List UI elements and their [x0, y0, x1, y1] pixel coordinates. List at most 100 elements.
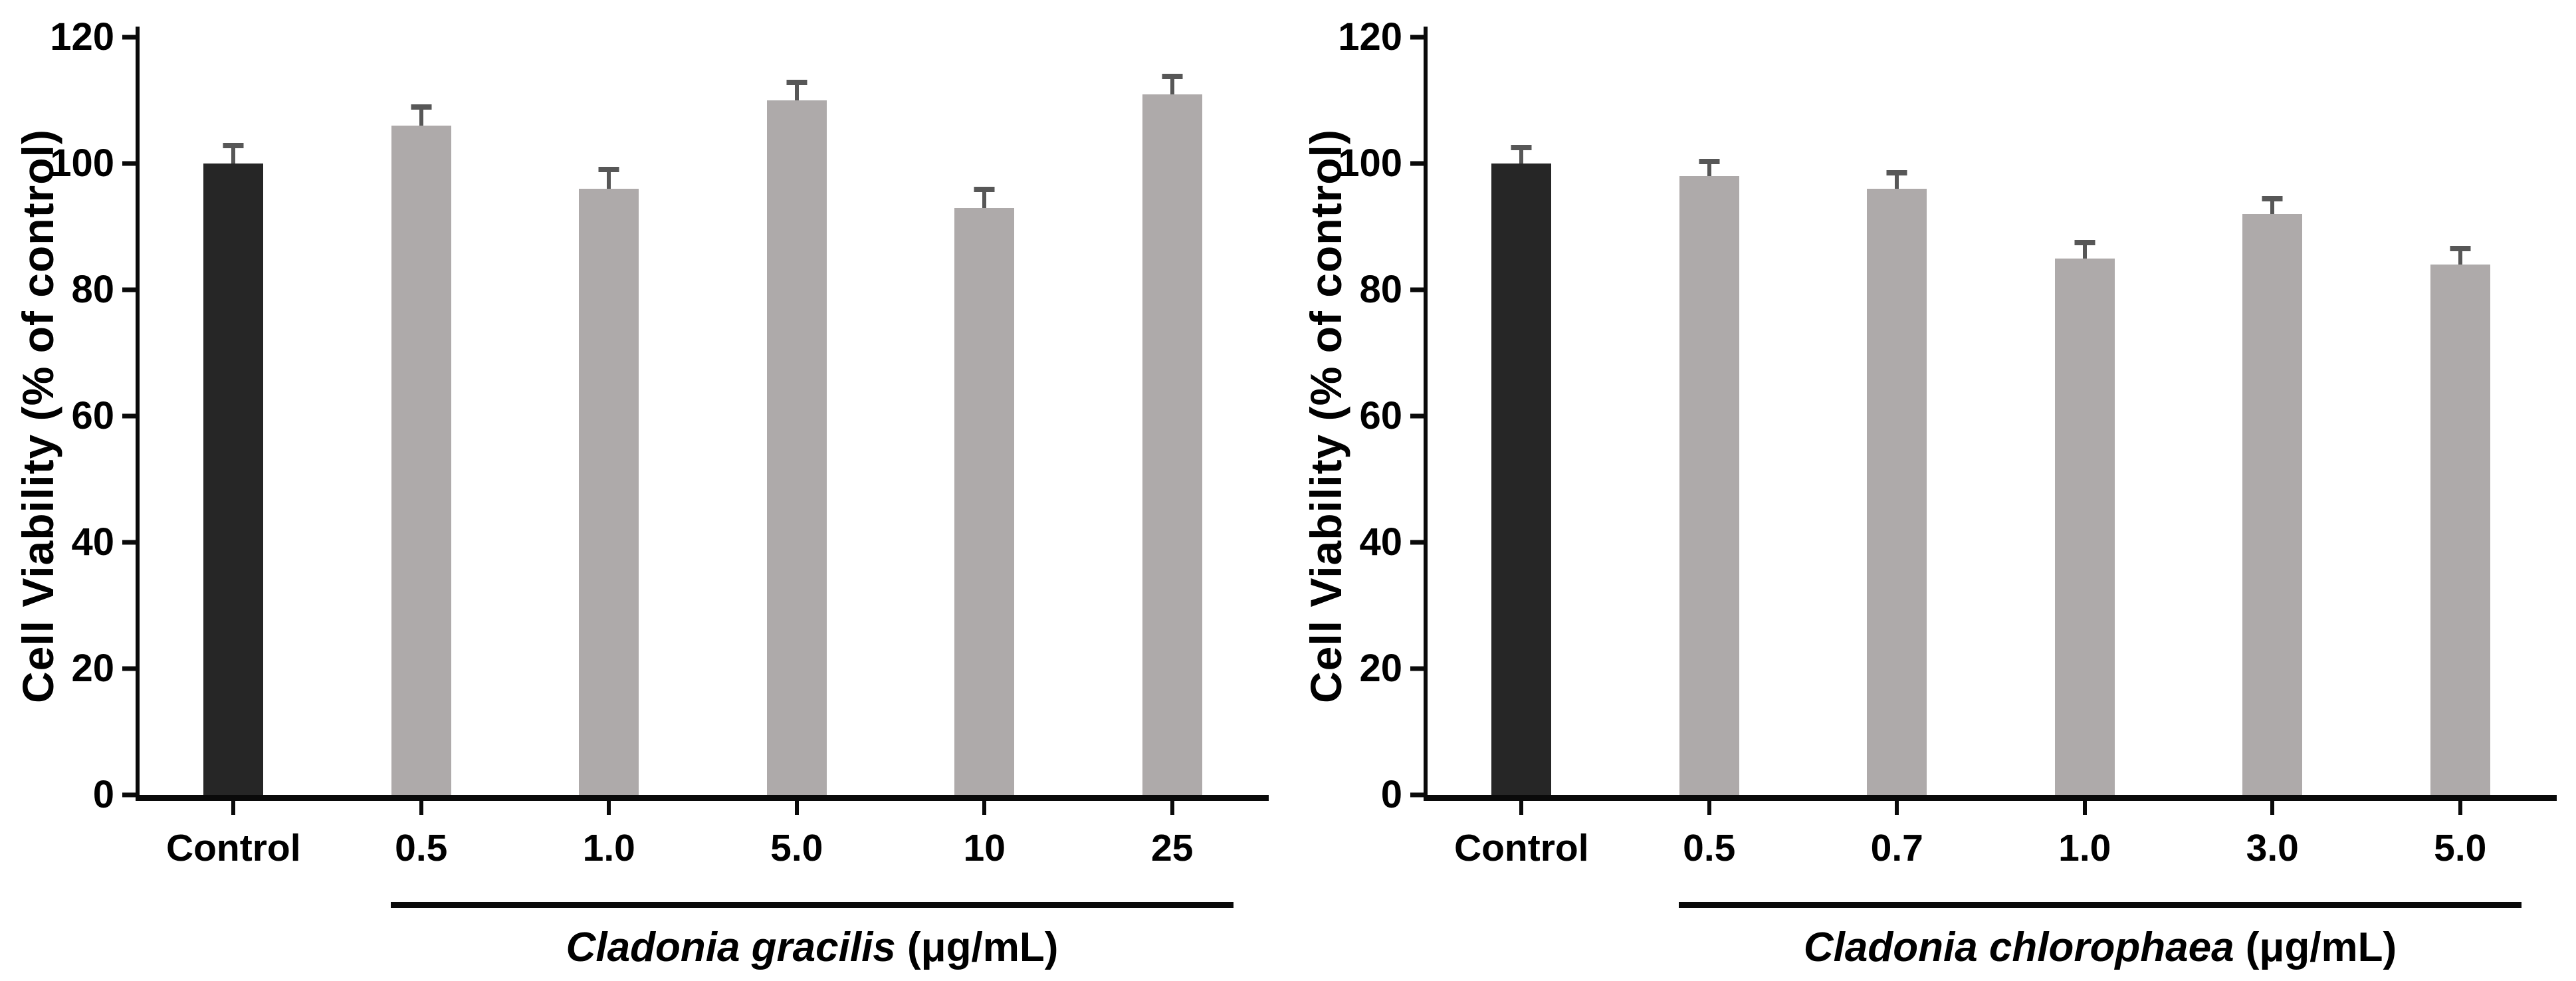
error-bar-cap — [1886, 170, 1907, 176]
bar-slots: Control 0.5 1.0 5.0 10 25 — [140, 37, 1267, 867]
x-tick — [1170, 801, 1174, 815]
y-tick — [122, 35, 136, 40]
y-tick-label: 80 — [71, 268, 114, 311]
category-slot-control: Control — [1428, 37, 1616, 867]
y-tick — [1410, 161, 1424, 166]
y-tick — [122, 161, 136, 166]
category-slot-25: 25 — [1079, 37, 1267, 867]
category-slot-5.0: 5.0 — [2367, 37, 2555, 867]
error-bar-cap — [974, 187, 995, 193]
error-bar — [786, 79, 807, 100]
error-bar — [598, 166, 619, 189]
error-bar-cap — [223, 142, 244, 148]
x-tick-label: 25 — [1151, 827, 1194, 869]
x-tick — [2270, 801, 2275, 815]
bar-0.5 — [391, 126, 451, 795]
x-tick-label: 3.0 — [2246, 827, 2299, 869]
x-tick — [1707, 801, 1711, 815]
error-bar — [223, 142, 244, 164]
y-tick-label: 100 — [1338, 142, 1402, 185]
x-tick — [607, 801, 611, 815]
y-axis-line — [1424, 27, 1428, 798]
x-tick-label: 1.0 — [582, 827, 635, 869]
error-bar-cap — [598, 166, 619, 172]
y-tick-label: 60 — [1359, 394, 1402, 437]
bar-25 — [1142, 94, 1202, 795]
x-tick-label: 1.0 — [2058, 827, 2111, 869]
category-slot-0.5: 0.5 — [1616, 37, 1804, 867]
y-tick — [122, 287, 136, 292]
y-tick — [122, 540, 136, 545]
x-tick — [982, 801, 987, 815]
plot-area: Control 0.5 1.0 5.0 10 25 0 20 40 60 80 100 120 — [50, 18, 1269, 867]
y-tick-label: 60 — [71, 394, 114, 437]
y-tick-label: 120 — [50, 15, 114, 58]
x-axis-title: Cladonia gracilis (μg/mL) — [391, 925, 1234, 970]
x-tick — [2458, 801, 2462, 815]
category-slot-10: 10 — [891, 37, 1079, 867]
error-bar — [2262, 196, 2283, 214]
species-name: Cladonia gracilis — [566, 925, 896, 970]
bar-3.0 — [2242, 214, 2303, 795]
y-tick — [1410, 540, 1424, 545]
x-tick — [419, 801, 423, 815]
units-label: (μg/mL) — [2245, 925, 2397, 970]
y-tick — [122, 666, 136, 671]
error-bar — [974, 187, 995, 208]
error-bar-cap — [786, 79, 807, 85]
x-tick-label: 0.5 — [1683, 827, 1736, 869]
x-axis-line — [1424, 795, 2557, 801]
x-tick-label: 10 — [963, 827, 1006, 869]
error-bar-cap — [1699, 159, 1720, 165]
error-bar — [1699, 159, 1720, 176]
bar-5.0 — [2430, 265, 2490, 795]
x-tick-label: Control — [1453, 827, 1589, 869]
y-tick-label: 80 — [1359, 268, 1402, 311]
category-slot-control: Control — [140, 37, 328, 867]
category-slot-0.7: 0.7 — [1803, 37, 1991, 867]
error-bar-cap — [2450, 245, 2471, 251]
error-bar-cap — [2074, 239, 2095, 245]
chart-panel-gracilis: Cell Viability (% of control) Control 0.5… — [13, 18, 1269, 970]
y-tick — [1410, 35, 1424, 40]
y-tick — [1410, 792, 1424, 798]
y-tick-label: 40 — [71, 520, 114, 564]
error-bar-cap — [1511, 145, 1532, 151]
x-tick-label: 0.7 — [1870, 827, 1923, 869]
treatment-bracket-line — [391, 902, 1234, 908]
chart-panel-chlorophaea: Cell Viability (% of control) Control 0.5… — [1288, 0, 2576, 981]
category-slot-5.0: 5.0 — [703, 37, 891, 867]
error-bar — [1511, 145, 1532, 164]
y-tick-label: 100 — [50, 142, 114, 185]
bar-control — [203, 164, 264, 795]
treatment-bracket-line — [1679, 902, 2522, 908]
y-tick-label: 0 — [92, 773, 114, 816]
y-tick-label: 0 — [1380, 773, 1402, 816]
bar-1.0 — [579, 189, 639, 795]
plot-area: Control 0.5 0.7 1.0 3.0 5.0 0 20 40 60 80 100 120 — [1338, 18, 2557, 867]
y-axis-line — [136, 27, 140, 798]
y-tick — [1410, 287, 1424, 292]
x-tick — [2082, 801, 2087, 815]
y-tick-label: 20 — [71, 647, 114, 690]
x-axis-line — [136, 795, 1269, 801]
x-tick-label: 5.0 — [2434, 827, 2487, 869]
category-slot-0.5: 0.5 — [328, 37, 516, 867]
y-tick — [1410, 413, 1424, 419]
x-tick-label: 5.0 — [770, 827, 823, 869]
bar-0.5 — [1679, 176, 1739, 795]
x-tick — [1895, 801, 1899, 815]
x-tick — [1519, 801, 1524, 815]
x-tick-label: Control — [165, 827, 301, 869]
y-tick — [1410, 666, 1424, 671]
bar-slots: Control 0.5 0.7 1.0 3.0 5.0 — [1428, 37, 2555, 867]
category-slot-1.0: 1.0 — [1991, 37, 2179, 867]
bar-0.7 — [1867, 189, 1927, 795]
error-bar — [1162, 74, 1183, 94]
error-bar-cap — [1162, 74, 1183, 80]
bar-10 — [954, 207, 1015, 795]
y-tick — [122, 413, 136, 419]
error-bar — [411, 104, 432, 126]
y-tick — [122, 792, 136, 798]
